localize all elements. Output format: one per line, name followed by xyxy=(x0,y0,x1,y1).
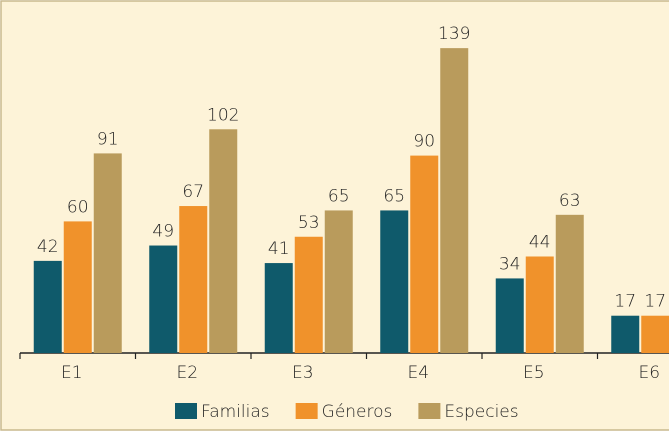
bar xyxy=(33,260,62,353)
bar xyxy=(294,236,323,353)
data-label: 41 xyxy=(268,239,290,259)
bar xyxy=(179,206,208,353)
data-label: 67 xyxy=(182,182,204,202)
x-tick-label: E4 xyxy=(407,363,429,383)
data-label: 139 xyxy=(438,24,470,44)
bar xyxy=(641,315,669,353)
data-label: 34 xyxy=(499,254,521,274)
x-tick-label: E6 xyxy=(638,363,660,383)
legend-label: Géneros xyxy=(322,402,393,422)
data-label: 60 xyxy=(67,197,89,217)
bar xyxy=(324,210,353,353)
bar xyxy=(525,256,554,353)
bar xyxy=(555,214,584,353)
bar xyxy=(93,153,122,353)
data-label: 44 xyxy=(529,232,551,252)
legend-swatch xyxy=(295,403,318,419)
bar xyxy=(149,245,178,353)
data-label: 102 xyxy=(207,105,239,125)
data-label: 49 xyxy=(152,222,174,242)
x-tick-label: E1 xyxy=(61,363,83,383)
x-tick-label: E5 xyxy=(523,363,545,383)
data-label: 42 xyxy=(37,237,59,257)
bar xyxy=(611,315,640,353)
data-label: 53 xyxy=(298,213,320,233)
bar xyxy=(440,48,469,353)
bar xyxy=(495,278,524,353)
data-label: 17 xyxy=(644,292,666,312)
bar xyxy=(63,221,92,353)
legend-label: Familias xyxy=(201,402,270,422)
data-label: 63 xyxy=(559,191,581,211)
bar xyxy=(209,129,238,353)
legend-swatch xyxy=(175,403,197,419)
data-label: 91 xyxy=(97,129,119,149)
data-label: 17 xyxy=(614,292,636,312)
bar xyxy=(380,210,409,353)
data-label: 65 xyxy=(383,186,405,206)
x-tick-label: E2 xyxy=(176,363,198,383)
x-tick-label: E3 xyxy=(292,363,314,383)
data-label: 65 xyxy=(328,186,350,206)
legend-swatch xyxy=(418,403,441,419)
legend-label: Especies xyxy=(444,402,518,422)
data-label: 90 xyxy=(413,132,435,152)
bar xyxy=(410,155,439,353)
bar xyxy=(264,263,293,353)
